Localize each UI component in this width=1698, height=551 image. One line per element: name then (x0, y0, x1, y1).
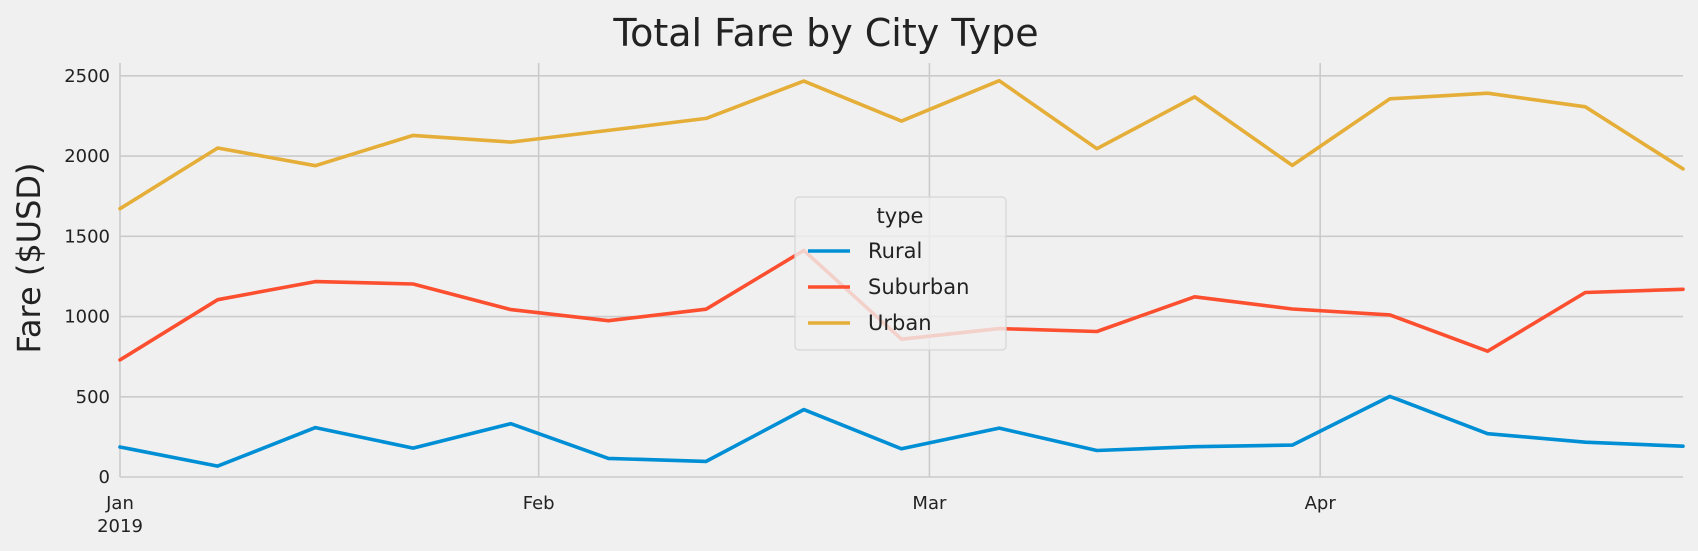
legend-label-urban: Urban (868, 311, 932, 335)
y-axis-label: Fare ($USD) (10, 162, 48, 353)
x-tick-label: Mar (912, 493, 947, 514)
y-tick-label: 500 (76, 387, 110, 408)
y-tick-label: 2000 (64, 146, 110, 167)
y-tick-label: 1000 (64, 307, 110, 328)
chart-title: Total Fare by City Type (612, 11, 1038, 55)
x-tick-label: Feb (523, 493, 555, 514)
series-line-rural (118, 394, 1685, 468)
legend-box (794, 196, 1007, 351)
legend: type Rural Suburban Urban (794, 196, 1007, 351)
x-tick-sublabel: 2019 (97, 516, 143, 537)
legend-label-suburban: Suburban (868, 275, 969, 299)
legend-label-rural: Rural (868, 239, 922, 263)
legend-title: type (877, 204, 924, 228)
x-tick-label: Apr (1305, 493, 1337, 514)
x-tick-label: Jan (105, 493, 134, 514)
y-tick-label: 2500 (64, 66, 110, 87)
y-tick-label: 0 (99, 467, 110, 488)
series-line-urban (118, 78, 1685, 211)
y-tick-label: 1500 (64, 226, 110, 247)
